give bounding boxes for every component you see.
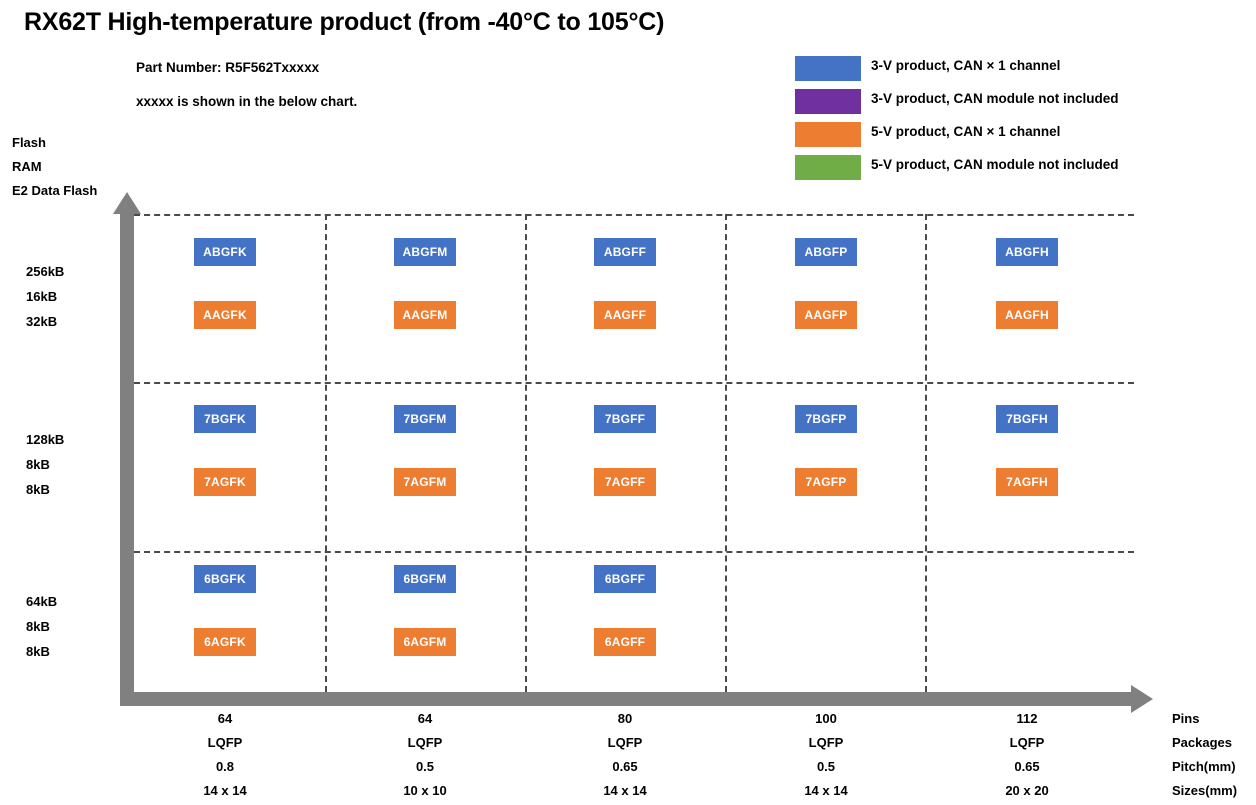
x-column-0-pins: 64 (217, 711, 233, 726)
x-column-2-pitch: 0.65 (612, 759, 638, 774)
legend-item-label: 3-V product, CAN × 1 channel (871, 58, 1061, 73)
grid-line-horizontal (134, 214, 1134, 216)
x-column-1-package: LQFP (407, 735, 443, 750)
product-chip[interactable]: ABGFP (795, 238, 857, 266)
grid-line-horizontal (134, 382, 1134, 384)
x-column-4-pitch: 0.65 (1014, 759, 1040, 774)
product-chip[interactable]: AAGFF (594, 301, 656, 329)
legend-item-label: 5-V product, CAN module not included (871, 157, 1119, 172)
product-chip[interactable]: 7AGFK (194, 468, 256, 496)
x-column-4-package: LQFP (1009, 735, 1045, 750)
x-axis-title-pins: Pins (1172, 711, 1200, 726)
y-axis-head-ram: RAM (12, 159, 42, 174)
y-axis-arrowhead-icon (113, 192, 141, 214)
x-axis-arrowhead-icon (1131, 685, 1153, 713)
x-column-3-package: LQFP (808, 735, 844, 750)
y-group-2-flash: 64kB (26, 594, 58, 609)
x-column-2-pins: 80 (617, 711, 633, 726)
product-chip[interactable]: 7BGFH (996, 405, 1058, 433)
product-chip[interactable]: 7AGFF (594, 468, 656, 496)
x-column-3-size: 14 x 14 (804, 783, 848, 798)
x-column-3-pitch: 0.5 (816, 759, 836, 774)
x-column-2: 80 LQFP 0.65 14 x 14 (545, 707, 705, 803)
product-chip[interactable]: 7BGFK (194, 405, 256, 433)
y-axis-head-flash: Flash (12, 135, 46, 150)
x-column-1-pins: 64 (417, 711, 433, 726)
x-column-0-package: LQFP (207, 735, 243, 750)
x-column-4-pins: 112 (1016, 711, 1038, 726)
x-column-4-size: 20 x 20 (1005, 783, 1049, 798)
x-axis-title-packages: Packages (1172, 735, 1232, 750)
product-chip[interactable]: 7AGFM (394, 468, 456, 496)
x-column-0-pitch: 0.8 (215, 759, 235, 774)
x-column-2-package: LQFP (607, 735, 643, 750)
product-chip[interactable]: 6BGFF (594, 565, 656, 593)
x-axis-title-pitch: Pitch(mm) (1172, 759, 1236, 774)
legend-swatch-icon (795, 56, 861, 81)
x-column-3-pins: 100 (815, 711, 837, 726)
x-column-1-size: 10 x 10 (403, 783, 447, 798)
grid-line-horizontal (134, 551, 1134, 553)
y-axis-line (120, 212, 134, 706)
legend-swatch-icon (795, 155, 861, 180)
product-chip[interactable]: 6AGFM (394, 628, 456, 656)
x-axis-line (120, 692, 1133, 706)
product-chip[interactable]: ABGFK (194, 238, 256, 266)
y-group-1-flash: 128kB (26, 432, 65, 447)
product-chip[interactable]: 7AGFP (795, 468, 857, 496)
part-number-note: xxxxx is shown in the below chart. (136, 94, 358, 109)
product-chip[interactable]: 6AGFF (594, 628, 656, 656)
product-chip[interactable]: ABGFH (996, 238, 1058, 266)
x-column-0-size: 14 x 14 (203, 783, 247, 798)
grid-line-vertical (725, 214, 727, 692)
x-column-0: 64 LQFP 0.8 14 x 14 (145, 707, 305, 803)
product-chip[interactable]: AAGFP (795, 301, 857, 329)
y-group-1-ram: 8kB (26, 457, 50, 472)
part-number-text: Part Number: R5F562Txxxxx (136, 60, 320, 75)
y-group-0-ram: 16kB (26, 289, 58, 304)
x-column-1: 64 LQFP 0.5 10 x 10 (345, 707, 505, 803)
product-chip[interactable]: 6BGFM (394, 565, 456, 593)
grid-line-vertical (525, 214, 527, 692)
x-axis-title-sizes: Sizes(mm) (1172, 783, 1238, 798)
x-column-1-pitch: 0.5 (415, 759, 435, 774)
legend-item-label: 5-V product, CAN × 1 channel (871, 124, 1061, 139)
product-chip[interactable]: ABGFF (594, 238, 656, 266)
grid-line-vertical (325, 214, 327, 692)
y-group-2-ram: 8kB (26, 619, 50, 634)
x-column-3: 100 LQFP 0.5 14 x 14 (746, 707, 906, 803)
x-column-2-size: 14 x 14 (603, 783, 647, 798)
product-chip[interactable]: 6AGFK (194, 628, 256, 656)
y-group-0-e2: 32kB (26, 314, 58, 329)
product-chip[interactable]: 6BGFK (194, 565, 256, 593)
product-chip[interactable]: 7BGFF (594, 405, 656, 433)
x-axis-row-titles: Pins Packages Pitch(mm) Sizes(mm) (1172, 707, 1237, 803)
product-chip[interactable]: 7AGFH (996, 468, 1058, 496)
grid-line-vertical (925, 214, 927, 692)
page-title: RX62T High-temperature product (from -40… (24, 8, 665, 36)
legend-swatch-icon (795, 122, 861, 147)
product-chip[interactable]: AAGFK (194, 301, 256, 329)
y-group-1-e2: 8kB (26, 482, 50, 497)
product-chip[interactable]: ABGFM (394, 238, 456, 266)
y-axis-head-e2: E2 Data Flash (12, 183, 98, 198)
x-column-4: 112 LQFP 0.65 20 x 20 (947, 707, 1107, 803)
y-group-2-e2: 8kB (26, 644, 50, 659)
legend-swatch-icon (795, 89, 861, 114)
legend-item-label: 3-V product, CAN module not included (871, 91, 1119, 106)
y-group-0-flash: 256kB (26, 264, 65, 279)
product-chip[interactable]: 7BGFM (394, 405, 456, 433)
product-chip[interactable]: AAGFM (394, 301, 456, 329)
product-chip[interactable]: 7BGFP (795, 405, 857, 433)
product-chip[interactable]: AAGFH (996, 301, 1058, 329)
